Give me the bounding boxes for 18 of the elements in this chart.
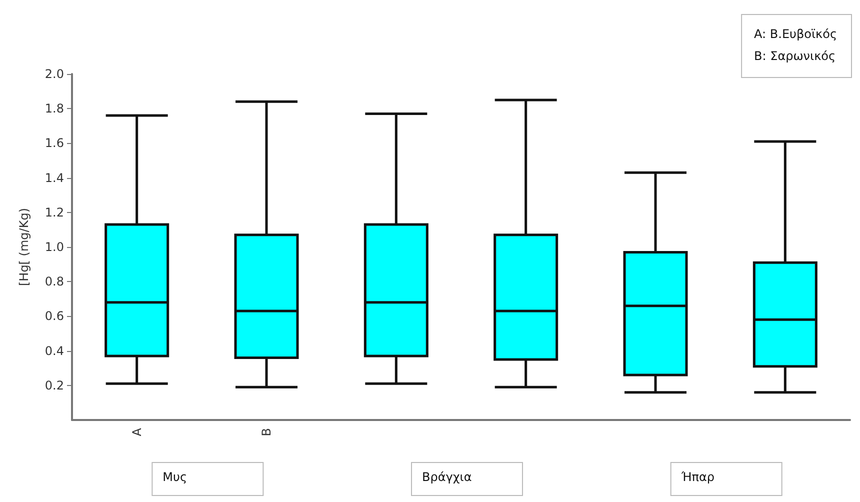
y-tick-label: 0.4 [44, 344, 64, 358]
text: Ήπαρ [680, 470, 715, 484]
text: A: Β.Ευβοϊκός [754, 27, 838, 41]
y-axis-title: [Hg[ (mg/Kg) [17, 208, 31, 286]
text: Βράγχια [422, 470, 472, 484]
x-tick-label: B [260, 428, 274, 436]
y-tick-label: 1.2 [44, 205, 64, 220]
y-tick-label: 1.8 [44, 102, 64, 116]
y-tick-label: 1.6 [44, 136, 64, 150]
x-tick-label: A [130, 427, 144, 436]
y-tick-label: 2.0 [44, 67, 64, 81]
text: Μυς [162, 470, 188, 484]
y-tick-label: 0.2 [44, 378, 64, 392]
text: B: Σαρωνικός [754, 49, 836, 63]
y-tick-label: 1.4 [44, 170, 64, 185]
y-tick-label: 1.0 [44, 240, 64, 254]
y-tick-label: 0.8 [44, 274, 64, 289]
y-tick-label: 0.6 [44, 309, 64, 324]
